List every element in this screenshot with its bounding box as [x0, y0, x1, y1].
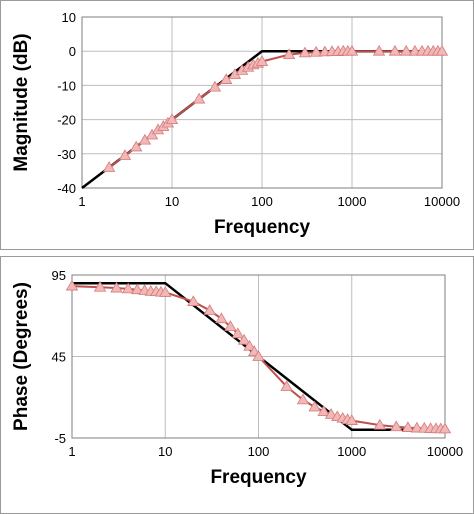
plot-area-border [71, 274, 446, 439]
y-tick-label: -20 [57, 113, 76, 128]
data-point-marker [243, 339, 256, 351]
data-point-marker [231, 327, 245, 339]
phase-chart-panel: 1 10 100 1000 10000 -5 45 95 Frequency Phase (Deg… [0, 256, 474, 514]
data-point-marker [410, 421, 424, 433]
magnitude-chart: 1 10 100 1000 10000 -40 -30 -20 -10 0 10 Frequency M… [11, 10, 460, 238]
y-tick-label: -10 [57, 78, 76, 93]
data-point-marker [102, 161, 116, 172]
data-point-marker [435, 44, 449, 56]
magnitude-chart-panel: 1 10 100 1000 10000 -40 -30 -20 -10 0 10 Frequency M… [0, 0, 474, 250]
y-tick-label: 10 [62, 10, 76, 25]
data-point-marker [203, 304, 216, 315]
data-point-marker [192, 92, 206, 104]
data-point-marker [93, 280, 107, 292]
data-point-marker [372, 44, 386, 56]
data-point-marker [215, 312, 228, 324]
data-point-marker [388, 44, 402, 56]
plot-area-border [81, 16, 443, 189]
data-point-marker [345, 414, 358, 425]
data-point-marker [65, 279, 79, 291]
data-point-marker [309, 45, 323, 57]
data-point-marker [324, 408, 338, 419]
y-axis-title: Phase (Degrees) [11, 282, 32, 431]
data-point-marker [224, 320, 237, 331]
data-point-marker [308, 400, 321, 412]
data-point-marker [401, 421, 415, 432]
x-tick-label: 100 [248, 444, 270, 459]
data-point-marker [187, 295, 200, 306]
data-point-marker [317, 405, 330, 416]
data-point-marker [373, 418, 387, 430]
data-point-marker [390, 420, 403, 432]
data-point-marker [110, 281, 123, 293]
y-tick-label: -40 [57, 181, 76, 196]
data-point-marker [438, 422, 452, 434]
data-point-marker [237, 333, 251, 345]
data-point-marker [129, 140, 143, 152]
y-axis-title: Magnitude (dB) [11, 33, 32, 171]
data-point-marker [159, 286, 172, 297]
data-point-marker [121, 282, 135, 294]
data-point-marker [298, 46, 312, 58]
data-point-marker [399, 44, 413, 56]
data-point-marker [252, 350, 265, 361]
x-axis-title: Frequency [214, 217, 311, 238]
x-tick-label: 1 [78, 194, 85, 209]
x-tick-label: 1 [68, 444, 75, 459]
x-tick-label: 10000 [427, 444, 463, 459]
phase-chart: 1 10 100 1000 10000 -5 45 95 Frequency Phase (Deg… [11, 268, 463, 488]
y-tick-label: 45 [52, 350, 66, 365]
data-point-marker [255, 55, 269, 66]
data-point-marker [280, 380, 293, 391]
data-point-marker [130, 283, 144, 295]
y-tick-label: -30 [57, 147, 76, 162]
data-point-marker [296, 393, 310, 405]
data-point-marker [345, 44, 359, 56]
x-tick-label: 1000 [337, 444, 366, 459]
x-axis-title: Frequency [210, 467, 307, 488]
data-point-marker [165, 113, 179, 124]
x-tick-label: 10000 [424, 194, 460, 209]
data-point-marker [282, 48, 296, 60]
x-tick-label: 10 [158, 444, 172, 459]
data-point-marker [208, 80, 222, 92]
y-tick-label: 0 [69, 44, 76, 59]
data-point-marker [118, 149, 132, 160]
y-tick-label: -5 [54, 431, 66, 446]
measured-line [108, 50, 442, 169]
x-tick-label: 10 [165, 194, 179, 209]
x-tick-label: 1000 [338, 194, 367, 209]
x-tick-label: 100 [251, 194, 273, 209]
y-tick-label: 95 [52, 268, 66, 283]
